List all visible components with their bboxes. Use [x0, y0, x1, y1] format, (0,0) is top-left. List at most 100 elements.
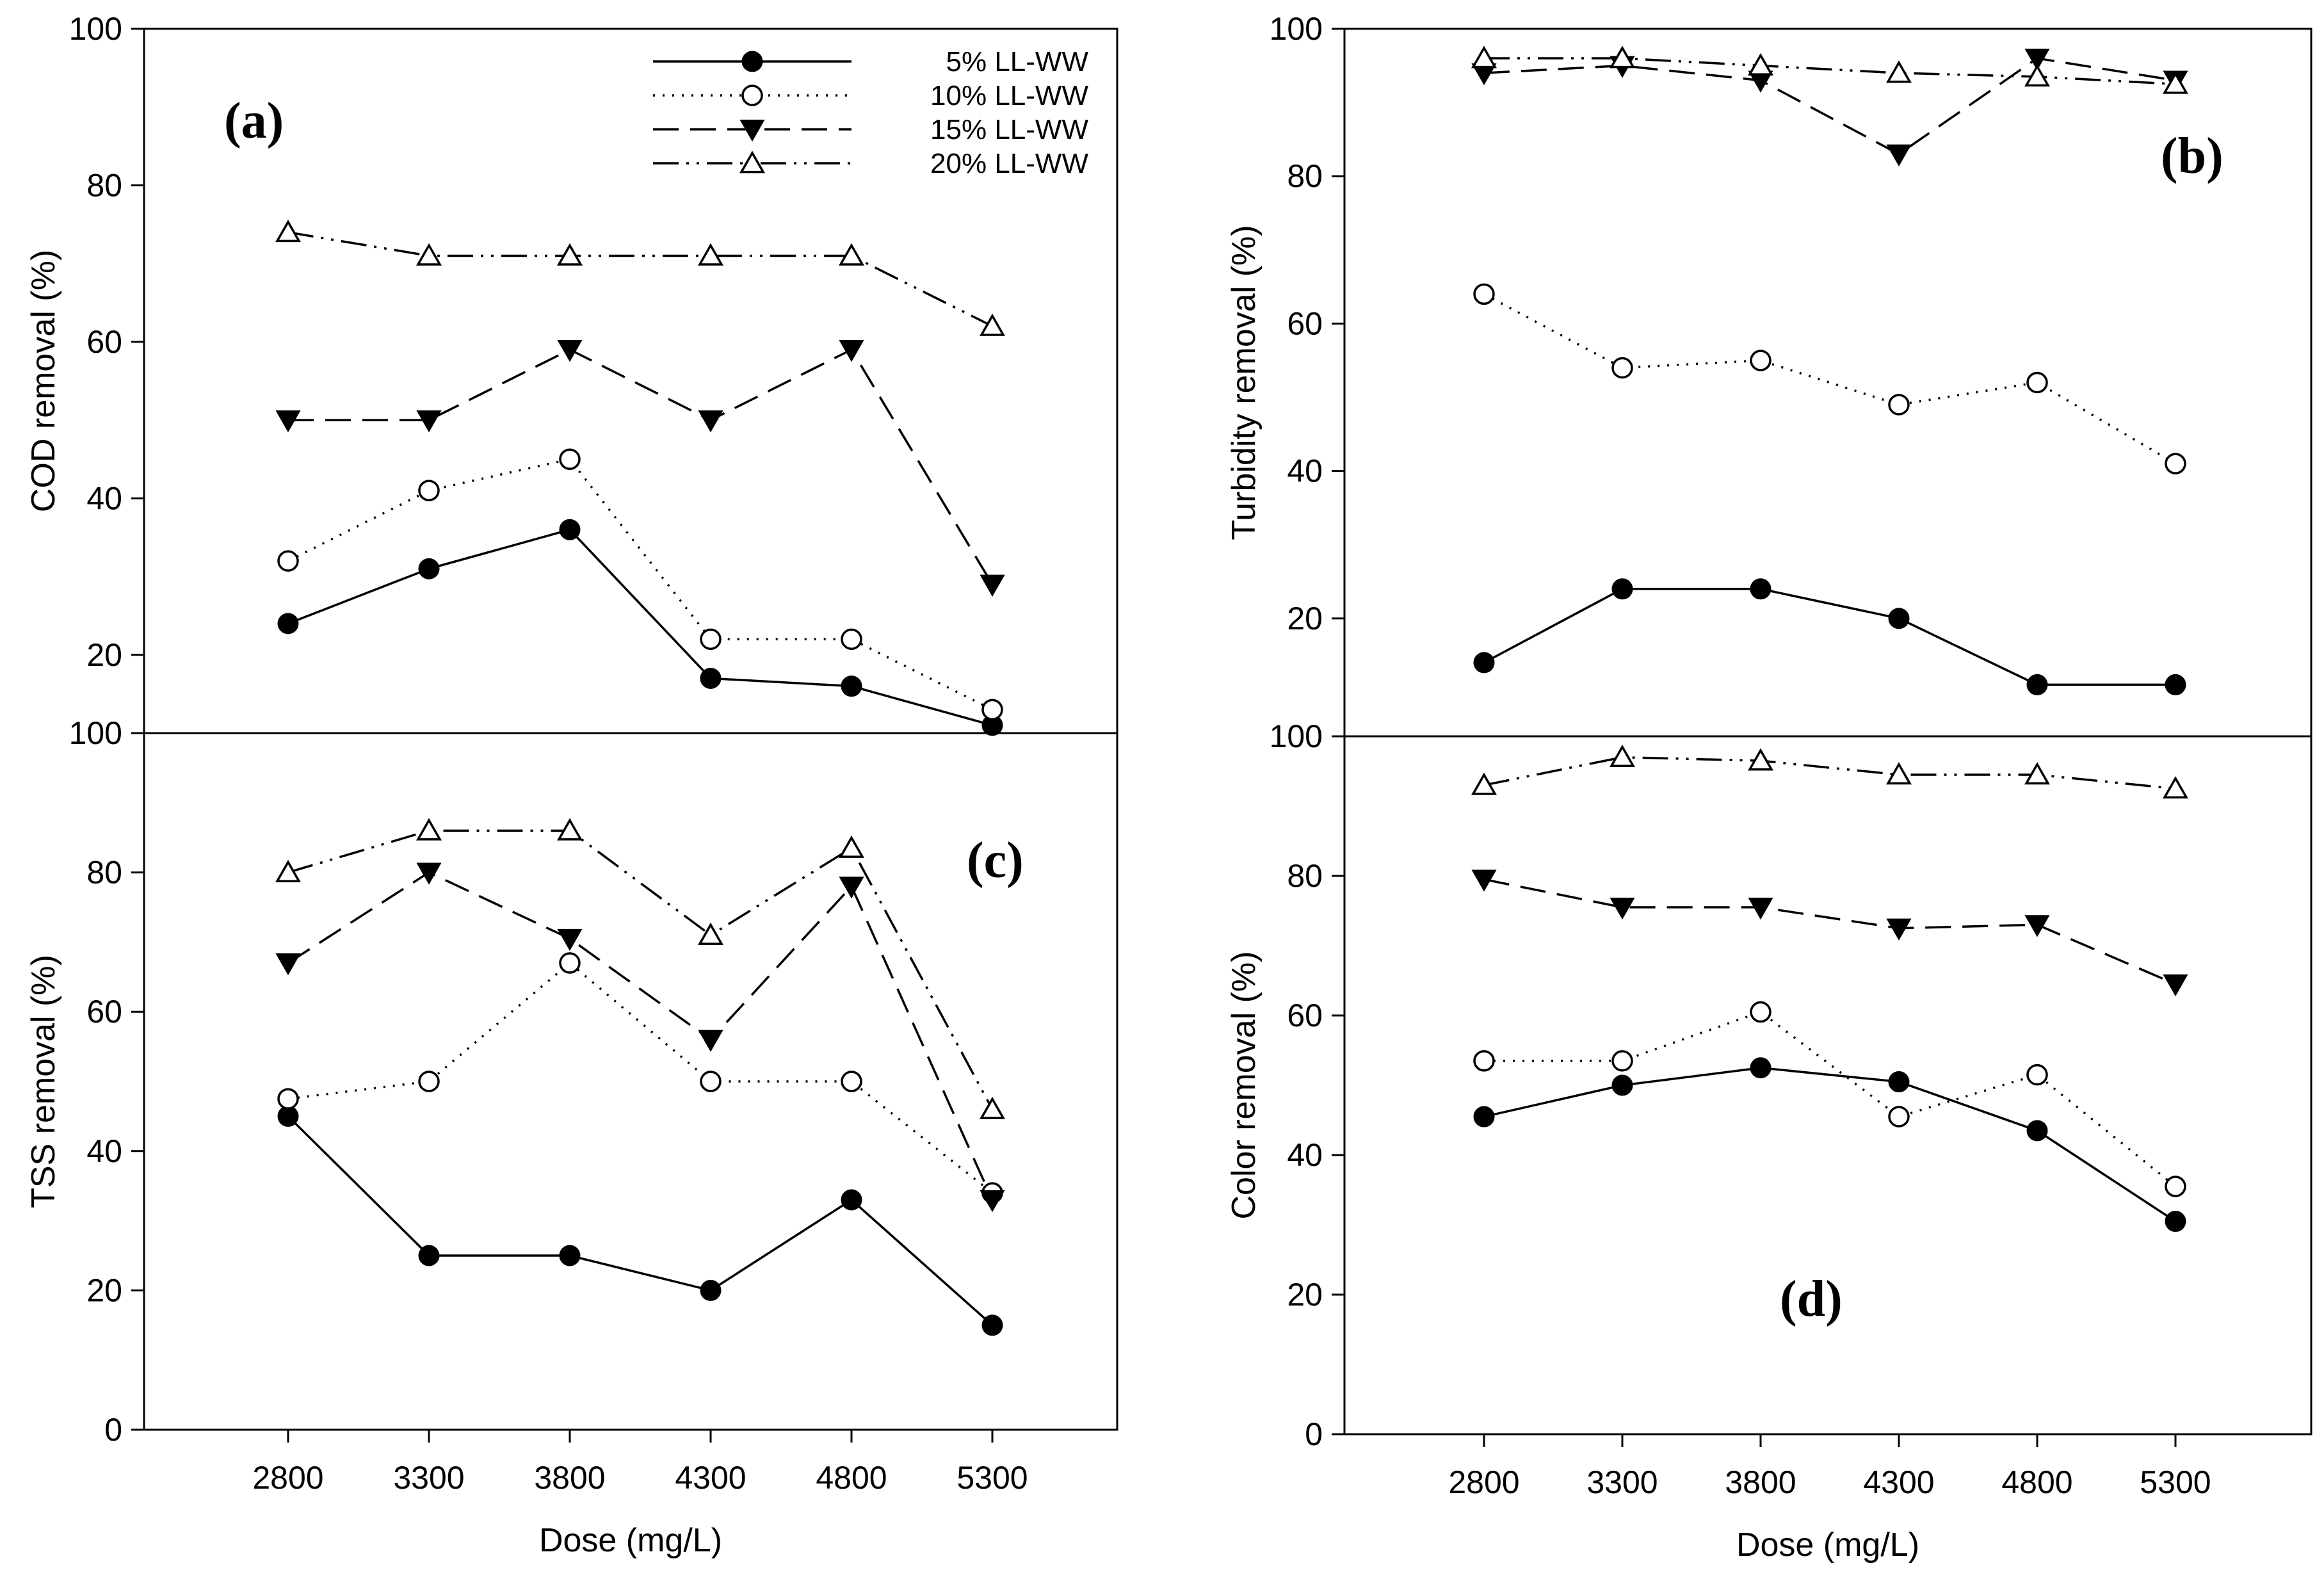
panel-b-data-point: [2026, 371, 2048, 394]
panel-d-x-tick-label: 4800: [2001, 1464, 2072, 1500]
panel-a-data-point: [556, 243, 583, 266]
panel-a-data-point: [841, 628, 862, 651]
panel-d-x-tick-label: 2800: [1448, 1464, 1519, 1500]
panel-d-data-point: [1611, 1050, 1633, 1072]
panel-a-data-point: [979, 313, 1006, 336]
panel-c-data-point: [557, 928, 583, 951]
panel-b-data-point: [1885, 60, 1912, 83]
panel-b-y-tick-label: 60: [1287, 305, 1323, 341]
panel-d-data-point: [1747, 748, 1774, 771]
panel-c-y-tick-label: 60: [86, 994, 122, 1030]
panel-a-data-point: [277, 550, 299, 572]
panel-b-tag: (b): [2161, 128, 2223, 184]
panel-d-x-tick-label: 4300: [1863, 1464, 1934, 1500]
panel-d-x-tick-label: 3800: [1725, 1464, 1796, 1500]
legend-entry-10pct-ll-ww: 10% LL-WW: [653, 80, 1088, 111]
panel-d-x-tick-label: 3300: [1586, 1464, 1658, 1500]
panel-b-data-point: [2026, 674, 2048, 695]
panel-b-data-point: [2165, 674, 2186, 695]
panel-d-data-point: [2024, 915, 2050, 937]
panel-c-data-point: [838, 835, 865, 858]
panel-b-data-point: [1473, 652, 1495, 674]
panel-d-data-point: [2163, 974, 2188, 997]
legend-label: 15% LL-WW: [930, 114, 1088, 145]
panel-d-data-point: [1471, 869, 1497, 892]
panel-d-y-tick-label: 80: [1287, 858, 1323, 894]
panel-b-data-point: [1471, 45, 1497, 69]
panel-c-y-tick-label: 100: [69, 715, 122, 751]
panel-d-data-point: [1888, 1106, 1910, 1128]
panel-d-data-point: [1609, 745, 1636, 768]
legend-label: 10% LL-WW: [930, 80, 1088, 111]
panel-c-series-15pct-ll-ww: [275, 862, 1005, 1213]
panel-a-y-tick-label: 80: [86, 167, 122, 203]
panel-b-data-point: [1750, 350, 1771, 371]
panel-c-series-20pct-ll-ww: [275, 818, 1006, 1119]
panel-b-series-10pct-ll-ww: [1473, 283, 2186, 474]
panel-a-data-point: [841, 675, 862, 697]
panel-a-data-point: [697, 243, 724, 266]
panel-a-data-point: [838, 243, 865, 266]
panel-c-series-5pct-ll-ww: [277, 1105, 1003, 1336]
panel-a-data-point: [700, 628, 722, 651]
panel-c-x-tick-label: 4300: [675, 1460, 746, 1496]
panel-d-data-point: [1885, 762, 1912, 785]
panel-b-data-point: [1611, 578, 1633, 600]
panel-d-data-point: [1750, 1057, 1771, 1079]
panel-c-data-point: [418, 1071, 440, 1092]
panel-c-data-point: [418, 1245, 440, 1266]
panel-d-data-point: [2162, 776, 2189, 799]
panel-d-series-line: [1484, 1010, 2177, 1188]
panel-b-data-point: [1750, 578, 1771, 600]
panel-b: 20 40 60 80 100 Turbidity removal (%) (b): [1225, 11, 2312, 738]
panel-a-series-line: [288, 348, 994, 585]
panel-c-series-line: [287, 1115, 994, 1327]
panel-c-data-point: [698, 1030, 723, 1052]
panel-b-data-point: [1888, 608, 1910, 629]
panel-d-series-20pct-ll-ww: [1471, 745, 2189, 799]
panel-c-x-tick-label: 3300: [393, 1460, 464, 1496]
panel-c-data-point: [979, 1096, 1006, 1119]
legend-entry-20pct-ll-ww: 20% LL-WW: [653, 148, 1088, 179]
panel-b-series-line: [1483, 588, 2175, 686]
panel-b-series-line: [1484, 57, 2176, 86]
panel-b-series-5pct-ll-ww: [1473, 578, 2186, 695]
panel-a-series-line: [287, 231, 993, 328]
panel-d-data-point: [1473, 1106, 1495, 1128]
panel-c-x-tick-label: 4800: [816, 1460, 887, 1496]
panel-c-data-point: [980, 1190, 1005, 1213]
panel-d-data-point: [1610, 897, 1635, 920]
panel-a-data-point: [559, 448, 581, 470]
panel-c-y-tick-label: 0: [104, 1412, 122, 1448]
panel-c-y-tick-label: 40: [86, 1133, 122, 1169]
panel-d-y-tick-label: 20: [1287, 1277, 1323, 1313]
panel-a-y-tick-label: 20: [86, 637, 122, 673]
panel-d-y-tick-label: 40: [1287, 1137, 1323, 1173]
panel-c-x-tick-label: 5300: [956, 1460, 1028, 1496]
panel-a-data-point: [418, 558, 440, 579]
panel-a: 20 40 60 80 100 COD removal (%) (a): [25, 11, 1118, 736]
panel-a-data-point: [700, 667, 722, 689]
panel-d-data-point: [1886, 918, 1912, 941]
panel-a-data-point: [559, 519, 581, 540]
legend-entry-5pct-ll-ww: 5% LL-WW: [653, 46, 1088, 77]
panel-a-series-10pct-ll-ww: [277, 448, 1003, 721]
legend-label: 20% LL-WW: [930, 148, 1088, 179]
panel-a-data-point: [980, 574, 1005, 597]
panel-c-data-point: [275, 859, 302, 882]
panel-c-data-point: [559, 952, 581, 974]
panel-b-y-tick-label: 100: [1270, 11, 1323, 47]
panel-d-y-tick-label: 100: [1270, 718, 1323, 754]
panel-a-y-axis-title: COD removal (%): [25, 250, 62, 512]
panel-b-data-point: [2165, 453, 2186, 474]
panel-c-y-tick-label: 80: [86, 855, 122, 891]
panel-c-data-point: [841, 1189, 862, 1211]
panel-c-data-point: [841, 1071, 862, 1092]
panel-d: 0 20 40 60 80 100 2800 3300 3800 4300 4800 5300 Colo…: [1225, 718, 2312, 1564]
panel-d-data-point: [2165, 1211, 2186, 1233]
panel-c-x-tick-label: 3800: [534, 1460, 605, 1496]
panel-c-data-point: [416, 818, 442, 841]
legend-marker: [741, 51, 763, 72]
panel-d-data-point: [2024, 762, 2051, 785]
